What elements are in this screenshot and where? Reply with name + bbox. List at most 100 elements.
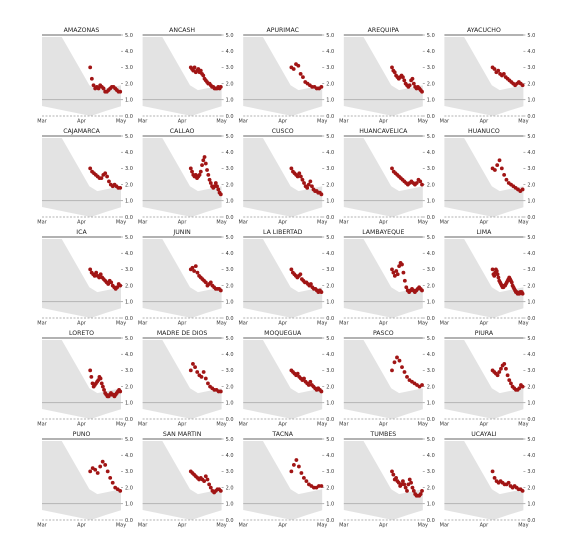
- y-tick-label: 0.0: [326, 215, 334, 221]
- data-point: [409, 480, 413, 485]
- y-tick-label: 0.0: [125, 316, 133, 322]
- y-tick-label: 4.0: [427, 352, 435, 358]
- data-point: [300, 177, 305, 182]
- x-tick-label: Mar: [339, 119, 349, 125]
- x-tick-label: Apr: [77, 220, 87, 226]
- x-tick-label: Mar: [138, 220, 148, 226]
- x-tick-label: Mar: [238, 422, 248, 428]
- uncertainty-band: [444, 441, 524, 520]
- uncertainty-band: [42, 441, 121, 520]
- x-tick-label: Apr: [480, 422, 490, 428]
- y-tick-label: 4.0: [125, 453, 133, 459]
- uncertainty-band: [444, 239, 524, 318]
- data-point: [502, 362, 507, 366]
- y-tick-label: 3.0: [326, 267, 334, 273]
- uncertainty-band: [142, 441, 222, 520]
- data-point: [107, 179, 111, 184]
- panel-title: HUANCAVELICA: [359, 128, 408, 135]
- data-point: [198, 169, 203, 174]
- uncertainty-band: [42, 138, 121, 217]
- data-point: [291, 463, 296, 467]
- data-point: [299, 471, 304, 475]
- x-tick-label: Apr: [77, 523, 87, 529]
- uncertainty-band: [343, 441, 423, 520]
- y-tick-label: 5.0: [427, 437, 435, 443]
- y-tick-label: 1.0: [527, 98, 535, 104]
- y-tick-label: 4.0: [125, 251, 133, 257]
- data-point: [319, 192, 324, 197]
- x-tick-label: May: [317, 523, 327, 529]
- uncertainty-band: [243, 340, 323, 419]
- uncertainty-band: [42, 239, 121, 318]
- data-point: [497, 158, 502, 163]
- x-tick-label: Mar: [37, 321, 47, 327]
- x-tick-label: May: [216, 422, 226, 428]
- data-point: [289, 267, 294, 272]
- data-point: [294, 458, 299, 462]
- y-tick-label: 0.0: [125, 215, 133, 221]
- data-point: [289, 469, 294, 474]
- y-tick-label: 3.0: [125, 166, 133, 172]
- x-tick-label: May: [216, 220, 226, 226]
- y-tick-label: 1.0: [326, 300, 334, 306]
- panel-title: PIURA: [475, 330, 494, 337]
- panel-title: MADRE DE DIOS: [157, 330, 208, 337]
- y-tick-label: 2.0: [527, 485, 535, 491]
- data-point: [191, 362, 195, 366]
- data-point: [289, 166, 294, 171]
- y-tick-label: 4.0: [226, 49, 234, 55]
- data-point: [302, 181, 306, 185]
- x-tick-label: Apr: [379, 119, 389, 125]
- data-point: [492, 67, 497, 71]
- data-point: [495, 163, 500, 168]
- y-tick-label: 0.0: [326, 417, 334, 423]
- y-tick-label: 5.0: [226, 33, 234, 39]
- data-point: [418, 179, 423, 184]
- x-tick-label: May: [418, 321, 428, 327]
- y-tick-label: 2.0: [226, 283, 234, 289]
- x-tick-label: May: [518, 119, 528, 125]
- data-point: [88, 368, 93, 373]
- data-point: [394, 269, 399, 273]
- data-point: [203, 280, 208, 285]
- data-point: [215, 184, 219, 189]
- y-tick-label: 1.0: [427, 401, 435, 407]
- y-tick-label: 1.0: [527, 502, 535, 508]
- panel-title: LAMBAYEQUE: [362, 229, 404, 236]
- y-tick-label: 5.0: [226, 336, 234, 342]
- data-point: [399, 482, 404, 487]
- y-tick-label: 0.0: [226, 316, 234, 322]
- data-point: [89, 374, 94, 379]
- y-tick-label: 1.0: [326, 98, 334, 104]
- data-point: [297, 171, 302, 176]
- y-tick-label: 1.0: [226, 199, 234, 205]
- data-point: [492, 475, 497, 480]
- x-tick-label: May: [216, 119, 226, 125]
- y-tick-label: 1.0: [427, 199, 435, 205]
- uncertainty-band: [343, 239, 423, 318]
- data-point: [218, 389, 223, 394]
- data-point: [118, 488, 123, 493]
- y-tick-label: 3.0: [427, 65, 435, 71]
- panel-title: SAN MARTIN: [163, 431, 202, 438]
- data-point: [392, 273, 397, 278]
- data-point: [205, 168, 209, 172]
- y-tick-label: 5.0: [427, 336, 435, 342]
- data-point: [218, 288, 223, 293]
- data-point: [405, 488, 409, 493]
- data-point: [105, 174, 109, 179]
- y-tick-label: 1.0: [427, 502, 435, 508]
- data-point: [99, 176, 104, 181]
- x-tick-label: May: [216, 321, 226, 327]
- y-tick-label: 0.0: [226, 114, 234, 120]
- y-tick-label: 0.0: [125, 518, 133, 524]
- y-tick-label: 4.0: [326, 453, 334, 459]
- y-tick-label: 0.0: [226, 518, 234, 524]
- data-point: [193, 365, 197, 370]
- data-point: [400, 262, 404, 267]
- y-tick-label: 1.0: [326, 502, 334, 508]
- panel-title: PASCO: [373, 330, 394, 337]
- y-tick-label: 3.0: [527, 65, 535, 71]
- y-tick-label: 4.0: [527, 251, 535, 257]
